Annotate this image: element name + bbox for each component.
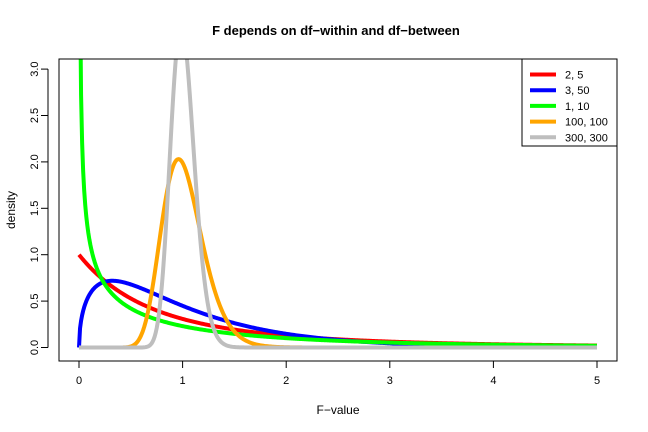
x-tick-label: 2	[283, 375, 289, 387]
series-layer	[77, 59, 598, 350]
y-tick-label: 2.5	[29, 108, 41, 123]
legend-label: 1, 10	[565, 101, 589, 113]
x-tick-label: 0	[76, 375, 82, 387]
legend-label: 300, 300	[565, 132, 608, 144]
chart-title: F depends on df−within and df−between	[212, 23, 460, 38]
y-tick-label: 3.0	[29, 61, 41, 76]
x-tick-label: 4	[490, 375, 496, 387]
x-tick-label: 3	[387, 375, 393, 387]
y-tick-label: 0.0	[29, 340, 41, 355]
y-tick-label: 2.0	[29, 154, 41, 169]
y-tick-label: 1.0	[29, 247, 41, 262]
y-tick-label: 0.5	[29, 293, 41, 308]
legend-label: 100, 100	[565, 117, 608, 129]
plot-frame	[58, 58, 618, 362]
x-tick-label: 5	[594, 375, 600, 387]
legend-label: 3, 50	[565, 85, 589, 97]
legend: 2, 5 3, 50 1, 10 100, 100 300, 300	[521, 58, 618, 147]
series-line-3	[78, 59, 598, 348]
y-tick-label: 1.5	[29, 201, 41, 216]
series-line-5	[78, 59, 598, 350]
x-tick-label: 1	[180, 375, 186, 387]
y-axis: 0.0 0.5 1.0 1.5 2.0 2.5 3.0	[29, 61, 49, 355]
x-axis: 0 1 2 3 4 5	[76, 360, 600, 387]
y-axis-label: density	[4, 191, 18, 229]
legend-label: 2, 5	[565, 70, 583, 82]
x-axis-label: F−value	[316, 403, 359, 417]
